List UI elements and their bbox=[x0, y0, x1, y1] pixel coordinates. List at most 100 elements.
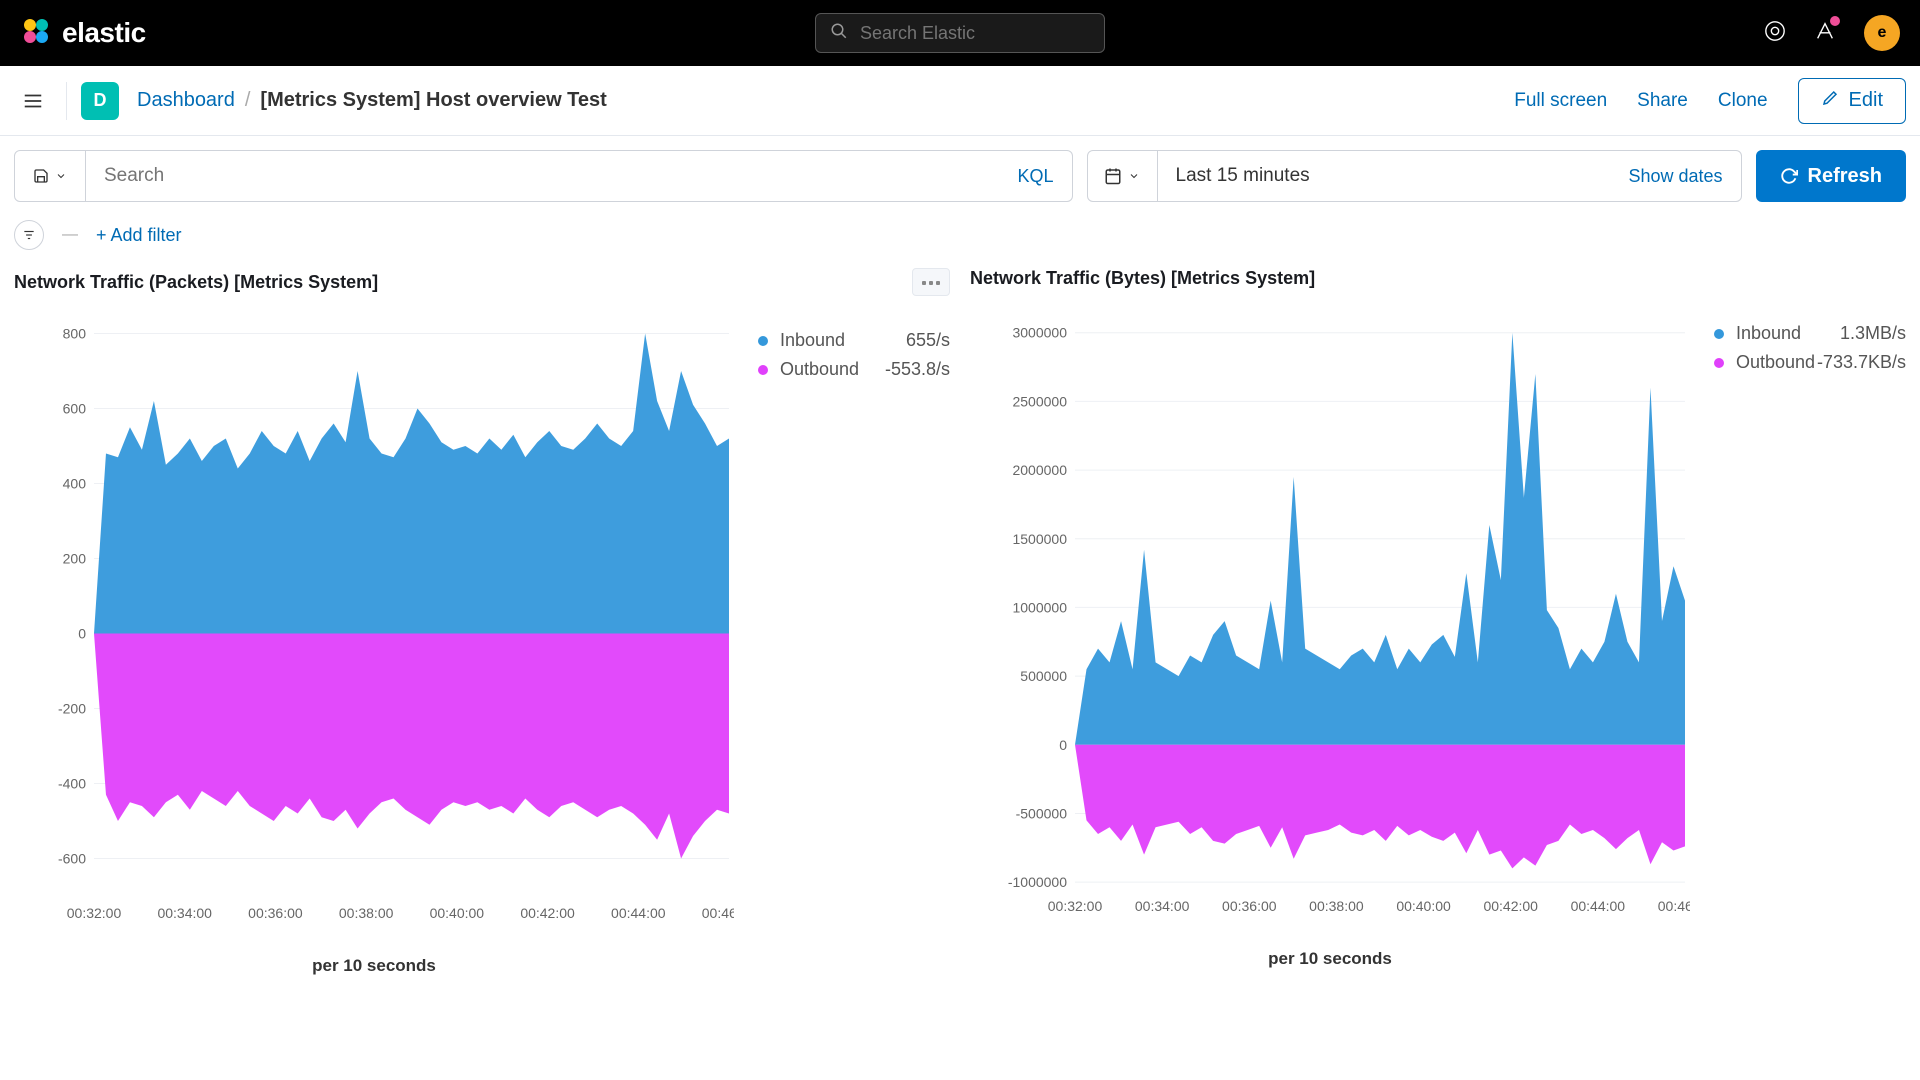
svg-text:600: 600 bbox=[63, 401, 87, 417]
divider bbox=[66, 82, 67, 120]
legend-value: -553.8/s bbox=[885, 359, 950, 380]
fullscreen-button[interactable]: Full screen bbox=[1514, 90, 1607, 112]
dashboard-actions: Full screen Share Clone Edit bbox=[1514, 78, 1906, 124]
svg-text:00:46:00: 00:46:00 bbox=[1658, 898, 1690, 914]
query-input-wrap[interactable]: KQL bbox=[86, 150, 1073, 202]
svg-text:-400: -400 bbox=[58, 776, 86, 792]
legend: Inbound 1.3MB/s Outbound-733.7KB/s bbox=[1714, 299, 1906, 969]
chart-bytes[interactable]: 3000000 2500000 2000000 1500000 1000000 50000… bbox=[970, 299, 1690, 969]
svg-text:800: 800 bbox=[63, 326, 87, 342]
legend-dot bbox=[758, 365, 768, 375]
svg-text:00:40:00: 00:40:00 bbox=[1396, 898, 1451, 914]
legend-item[interactable]: Outbound -553.8/s bbox=[758, 359, 950, 380]
filter-dash: — bbox=[62, 226, 78, 244]
legend-label: Outbound bbox=[1736, 352, 1815, 373]
svg-text:500000: 500000 bbox=[1020, 668, 1067, 684]
legend: Inbound655/s Outbound -553.8/s bbox=[758, 306, 950, 976]
global-search[interactable] bbox=[815, 13, 1105, 53]
brand-text: elastic bbox=[62, 17, 146, 49]
filter-options-icon[interactable] bbox=[14, 220, 44, 250]
breadcrumbs: Dashboard / [Metrics System] Host overvi… bbox=[137, 89, 607, 112]
query-input[interactable] bbox=[104, 165, 1017, 187]
legend-dot bbox=[758, 336, 768, 346]
chevron-down-icon bbox=[1128, 170, 1140, 182]
svg-text:3000000: 3000000 bbox=[1012, 325, 1067, 341]
refresh-label: Refresh bbox=[1808, 165, 1882, 188]
svg-text:-1000000: -1000000 bbox=[1008, 874, 1067, 890]
svg-text:00:38:00: 00:38:00 bbox=[339, 905, 394, 921]
svg-text:2000000: 2000000 bbox=[1012, 462, 1067, 478]
legend-item[interactable]: Outbound-733.7KB/s bbox=[1714, 352, 1906, 373]
refresh-button[interactable]: Refresh bbox=[1756, 150, 1906, 202]
pencil-icon bbox=[1821, 89, 1839, 113]
svg-text:-600: -600 bbox=[58, 851, 86, 867]
legend-value: -733.7KB/s bbox=[1817, 352, 1906, 373]
clone-button[interactable]: Clone bbox=[1718, 90, 1768, 112]
refresh-icon bbox=[1780, 167, 1798, 185]
svg-text:00:36:00: 00:36:00 bbox=[248, 905, 303, 921]
filter-row: — + Add filter bbox=[0, 216, 1920, 264]
panel-bytes: Network Traffic (Bytes) [Metrics System]… bbox=[970, 268, 1906, 976]
svg-text:200: 200 bbox=[63, 551, 87, 567]
svg-text:0: 0 bbox=[78, 626, 86, 642]
newsfeed-icon[interactable] bbox=[1814, 20, 1836, 47]
x-axis-label: per 10 seconds bbox=[14, 956, 734, 976]
svg-text:00:46:00: 00:46:00 bbox=[702, 905, 734, 921]
svg-text:00:34:00: 00:34:00 bbox=[157, 905, 212, 921]
date-picker: Last 15 minutes Show dates bbox=[1087, 150, 1742, 202]
panel-title: Network Traffic (Packets) [Metrics Syste… bbox=[14, 272, 378, 293]
nav-menu-button[interactable] bbox=[14, 82, 52, 120]
panel-title: Network Traffic (Bytes) [Metrics System] bbox=[970, 268, 1315, 289]
logo[interactable]: elastic bbox=[20, 15, 146, 52]
svg-text:00:44:00: 00:44:00 bbox=[1571, 898, 1626, 914]
svg-text:00:42:00: 00:42:00 bbox=[1483, 898, 1538, 914]
add-filter-button[interactable]: + Add filter bbox=[96, 225, 182, 246]
user-avatar[interactable]: e bbox=[1864, 15, 1900, 51]
legend-label: Inbound bbox=[1736, 323, 1801, 344]
legend-value: 655/s bbox=[906, 330, 950, 351]
breadcrumb-root[interactable]: Dashboard bbox=[137, 89, 235, 112]
header-right-actions: e bbox=[1764, 15, 1900, 51]
kql-toggle[interactable]: KQL bbox=[1017, 166, 1053, 187]
legend-dot bbox=[1714, 329, 1724, 339]
query-bar: KQL Last 15 minutes Show dates Refresh bbox=[0, 136, 1920, 216]
global-search-input[interactable] bbox=[860, 23, 1090, 44]
svg-text:1000000: 1000000 bbox=[1012, 599, 1067, 615]
saved-query-button[interactable] bbox=[14, 150, 86, 202]
breadcrumb-bar: D Dashboard / [Metrics System] Host over… bbox=[0, 66, 1920, 136]
help-icon[interactable] bbox=[1764, 20, 1786, 47]
panel-packets: Network Traffic (Packets) [Metrics Syste… bbox=[14, 268, 950, 976]
svg-text:-500000: -500000 bbox=[1016, 805, 1068, 821]
global-header: elastic e bbox=[0, 0, 1920, 66]
svg-text:00:40:00: 00:40:00 bbox=[430, 905, 485, 921]
date-range-text[interactable]: Last 15 minutes bbox=[1158, 165, 1328, 187]
svg-text:00:38:00: 00:38:00 bbox=[1309, 898, 1364, 914]
legend-dot bbox=[1714, 358, 1724, 368]
app-badge[interactable]: D bbox=[81, 82, 119, 120]
elastic-logo-icon bbox=[20, 15, 52, 52]
legend-item[interactable]: Inbound 1.3MB/s bbox=[1714, 323, 1906, 344]
svg-text:00:32:00: 00:32:00 bbox=[1048, 898, 1103, 914]
edit-button[interactable]: Edit bbox=[1798, 78, 1906, 124]
calendar-icon bbox=[1104, 167, 1122, 185]
notification-dot bbox=[1830, 16, 1840, 26]
show-dates-button[interactable]: Show dates bbox=[1610, 166, 1740, 187]
panel-options-button[interactable] bbox=[912, 268, 950, 296]
date-quick-select[interactable] bbox=[1088, 151, 1158, 201]
dashboard-panels: Network Traffic (Packets) [Metrics Syste… bbox=[0, 264, 1920, 980]
svg-text:-200: -200 bbox=[58, 701, 86, 717]
svg-text:00:42:00: 00:42:00 bbox=[520, 905, 575, 921]
svg-text:00:34:00: 00:34:00 bbox=[1135, 898, 1190, 914]
search-icon bbox=[830, 22, 848, 45]
chart-packets[interactable]: 800 600 400 200 0 -200 -400 -600 00:32:00 00:34:0… bbox=[14, 306, 734, 976]
svg-text:00:32:00: 00:32:00 bbox=[67, 905, 122, 921]
share-button[interactable]: Share bbox=[1637, 90, 1688, 112]
legend-value: 1.3MB/s bbox=[1840, 323, 1906, 344]
svg-text:400: 400 bbox=[63, 476, 87, 492]
legend-item[interactable]: Inbound655/s bbox=[758, 330, 950, 351]
svg-text:1500000: 1500000 bbox=[1012, 531, 1067, 547]
svg-text:2500000: 2500000 bbox=[1012, 393, 1067, 409]
legend-label: Outbound bbox=[780, 359, 859, 380]
edit-label: Edit bbox=[1849, 89, 1883, 112]
svg-text:0: 0 bbox=[1059, 737, 1067, 753]
